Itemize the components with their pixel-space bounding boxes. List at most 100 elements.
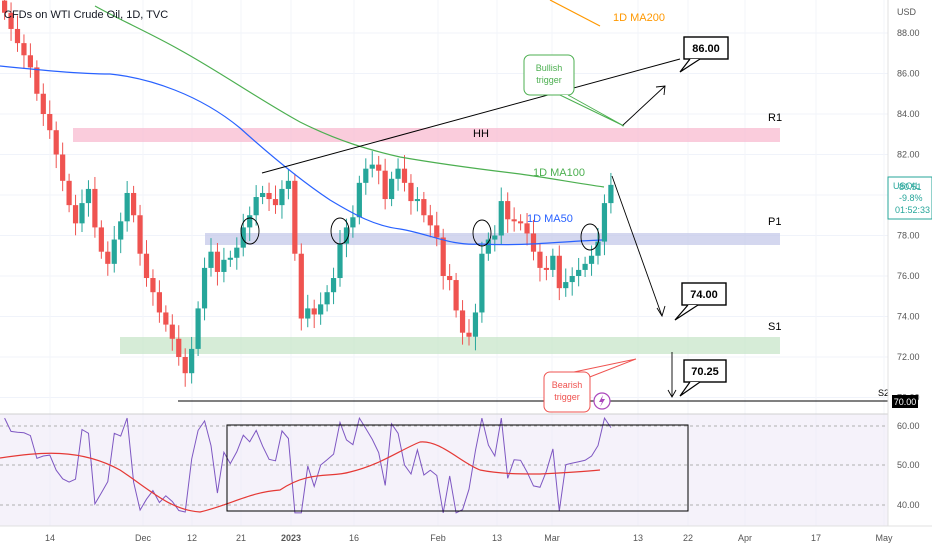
price-badge-countdown: 01:52:33 — [895, 205, 930, 215]
candle — [492, 225, 498, 252]
bearish-trigger-callout: Bearish trigger — [543, 358, 637, 413]
bullish-trigger-line1: Bullish — [536, 63, 563, 73]
candle — [208, 238, 214, 277]
candle — [8, 2, 14, 41]
ma50-line — [0, 65, 603, 246]
candle — [98, 220, 104, 259]
candle — [318, 292, 324, 325]
candle — [427, 204, 433, 238]
x-tick-label: 12 — [187, 533, 197, 543]
candle — [214, 242, 221, 286]
candle — [111, 225, 117, 273]
currency-label: USD — [897, 7, 917, 17]
candle — [247, 206, 253, 241]
candle — [234, 237, 240, 270]
hh-label: HH — [473, 128, 489, 140]
candle — [518, 214, 524, 231]
target-7025-label: 70.25 — [691, 366, 719, 378]
candle — [66, 173, 72, 213]
x-tick-label: Feb — [430, 533, 446, 543]
y-tick-label: 84.00 — [897, 109, 920, 119]
candle — [401, 155, 408, 192]
event-marker[interactable] — [593, 392, 611, 410]
ma50-label: 1D MA50 — [527, 213, 573, 225]
candle — [479, 241, 485, 323]
candle — [182, 348, 188, 387]
candle — [350, 205, 356, 238]
candle — [2, 0, 8, 20]
y-tick-label: 72.00 — [897, 352, 920, 362]
candle — [169, 314, 175, 351]
x-tick-label: Dec — [135, 533, 152, 543]
candle — [227, 250, 233, 267]
candle — [369, 151, 375, 178]
target-7025-callout: 70.25 — [679, 359, 727, 397]
level-badge-70-label: 70.00 — [894, 397, 917, 407]
rsi-line — [4, 416, 612, 514]
x-tick-label: 13 — [492, 533, 502, 543]
target-86-label: 86.00 — [692, 43, 720, 55]
chart-title: CFDs on WTI Crude Oil, 1D, TVC — [4, 9, 168, 21]
candle — [201, 257, 208, 321]
candle — [537, 242, 543, 282]
x-tick-label: Apr — [738, 533, 752, 543]
candle — [124, 181, 130, 232]
time-axis[interactable]: 14 Dec 12 21 2023 16 Feb 13 Mar 13 22 Apr 17 May — [0, 525, 932, 550]
bearish-projection-arrow — [611, 175, 666, 318]
candle — [279, 180, 285, 219]
candle — [563, 268, 569, 297]
candle — [131, 185, 137, 223]
x-tick-label: May — [875, 533, 893, 543]
candle — [27, 43, 33, 78]
retest-circle — [580, 223, 600, 251]
candle — [376, 155, 382, 185]
target-74-label: 74.00 — [690, 289, 718, 301]
candle — [34, 60, 40, 101]
y-tick-label: 86.00 — [897, 69, 920, 79]
candle — [595, 228, 601, 265]
price-badge-change: -9.8% — [899, 193, 923, 203]
candle — [363, 158, 369, 195]
candle — [582, 256, 588, 278]
candle — [459, 300, 466, 345]
candle — [53, 121, 59, 169]
rsi-tick-label: 40.00 — [897, 500, 920, 510]
price-badge-symbol: USOIL — [893, 181, 920, 191]
ma200-line — [549, 0, 601, 27]
candle — [608, 172, 614, 214]
candle — [260, 185, 266, 205]
candle — [343, 218, 350, 258]
candle — [395, 158, 401, 191]
resistance-zone-r1 — [73, 128, 780, 142]
x-tick-label: 21 — [236, 533, 246, 543]
candle — [150, 269, 156, 306]
r1-label: R1 — [768, 112, 782, 124]
target-86-callout: 86.00 — [679, 36, 729, 73]
x-tick-label: 2023 — [281, 533, 301, 543]
candle — [176, 325, 182, 366]
price-badge-price: 80.51 — [899, 182, 922, 192]
bullish-projection-arrow — [621, 85, 666, 127]
candle — [92, 176, 98, 238]
candle — [414, 187, 420, 212]
candle — [447, 264, 453, 291]
candle — [382, 158, 388, 210]
level-badge-70: 70.00 — [892, 395, 918, 408]
candle — [253, 185, 259, 226]
rsi-ma-line — [0, 441, 601, 513]
candle — [311, 299, 317, 329]
candle — [298, 243, 304, 331]
candle — [511, 207, 517, 232]
candle — [272, 185, 279, 214]
s2-label: S2 — [878, 388, 889, 398]
candle — [337, 230, 343, 287]
candle — [14, 15, 21, 52]
support-zone-s1 — [120, 337, 780, 354]
bullish-trigger-callout: Bullish trigger — [523, 54, 625, 127]
candle — [556, 245, 562, 301]
candle — [550, 248, 556, 278]
y-tick-label: 78.00 — [897, 231, 920, 241]
x-tick-label: Mar — [544, 533, 560, 543]
rsi-tick-label: 50.00 — [897, 460, 920, 470]
